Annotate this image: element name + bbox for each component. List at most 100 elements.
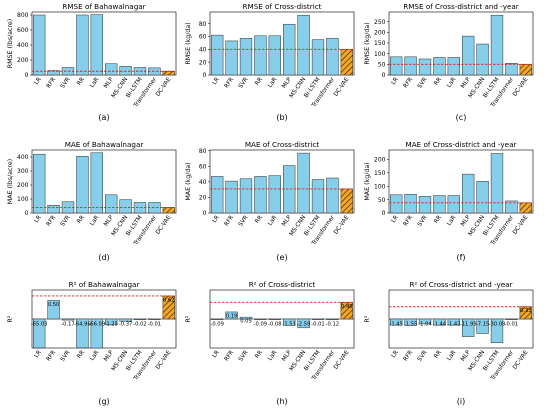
x-tick-label: RFR (46, 215, 57, 228)
bar-svr (239, 178, 253, 214)
bar-mlp (462, 173, 475, 214)
bar-transformer (326, 38, 339, 76)
x-tick-label: LR (212, 215, 221, 224)
y-tick-label: 250 (374, 19, 386, 26)
bar-value-label: -0.09 (254, 322, 267, 328)
y-axis-label: R² (7, 315, 14, 322)
bar-mlp (283, 23, 296, 76)
bar-ms-cnn (476, 43, 489, 76)
bar-ms-cnn (119, 318, 132, 322)
y-tick-label: 50 (378, 197, 386, 204)
panel-caption: (d) (98, 253, 109, 262)
bar-mlp (283, 165, 296, 214)
bar-rfr (47, 205, 60, 214)
bar-lar (268, 35, 281, 76)
x-tick-label: LaR (267, 350, 278, 362)
x-tick-label: RR (76, 215, 86, 225)
x-tick-label: DC-VAE (333, 76, 350, 97)
x-tick-label: MLP (460, 214, 472, 227)
panel-caption: (b) (276, 113, 287, 122)
bar-value-label: -30.08 (489, 322, 506, 328)
bar-rfr (47, 70, 60, 76)
bar-dc-vae (340, 188, 353, 214)
bar-value-label: -0.12 (326, 322, 339, 328)
bar-value-label: -0.37 (119, 322, 132, 328)
bar-bi-lstm (311, 39, 325, 76)
bar-lar (268, 175, 281, 214)
chart-panel-2: RMSE of Cross-district and -year RMSE (kg… (364, 2, 534, 122)
bar-rfr (404, 318, 417, 326)
x-tick-label: LR (212, 77, 221, 86)
bar-value-label: -65.03 (31, 322, 48, 328)
bar-value-label: -7.15 (476, 322, 489, 328)
bar-value-label: 0.62 (163, 297, 175, 303)
bar-value-label: 0.05 (240, 319, 252, 325)
panel-caption: (e) (276, 253, 287, 262)
x-tick-label: SVR (417, 77, 429, 90)
panel-caption: (c) (456, 113, 467, 122)
bar-value-label: -64.96 (74, 322, 91, 328)
bar-rr (433, 318, 446, 326)
bar-svr (239, 38, 253, 76)
x-tick-label: DC-VAE (512, 76, 529, 97)
y-tick-label: 200 (374, 157, 386, 164)
bar-lr (390, 56, 403, 76)
bar-value-label: -2.59 (297, 322, 310, 328)
panel-caption: (f) (456, 253, 465, 262)
x-tick-label: RFR (403, 215, 414, 228)
bar-svr (418, 318, 432, 325)
x-tick-label: LaR (267, 77, 278, 89)
chart-panel-7: R² of Cross-district R² -0.09 LR 0.19 RFR 0.05… (185, 280, 355, 406)
x-tick-label: SVR (60, 350, 72, 363)
bar-lar (447, 318, 460, 326)
x-tick-label: LaR (446, 215, 457, 227)
bar-bi-lstm (490, 153, 504, 214)
x-tick-label: MLP (460, 76, 472, 89)
bar-lr (211, 318, 224, 320)
bar-rr (254, 176, 267, 214)
bar-dc-vae (340, 49, 353, 76)
x-tick-label: SVR (238, 350, 250, 363)
x-tick-label: SVR (238, 77, 250, 90)
y-axis-label: MAE (lbs/acre) (7, 159, 14, 204)
bar-rr (76, 318, 89, 349)
plot-frame (31, 11, 177, 76)
bar-ms-cnn (476, 318, 489, 334)
bar-ms-cnn (476, 181, 489, 214)
bar-transformer (505, 200, 518, 214)
bar-lar (447, 57, 460, 76)
y-tick-label: 0 (382, 72, 386, 79)
bar-transformer (148, 318, 161, 320)
chart-title: R² of Cross-district (249, 280, 316, 289)
bar-rfr (225, 40, 238, 76)
chart-title: RMSE of Bahawalnagar (62, 2, 145, 11)
plot-frame (388, 149, 534, 214)
y-tick-label: 100 (374, 51, 386, 58)
y-tick-label: 400 (17, 154, 29, 161)
x-tick-label: RR (76, 350, 86, 360)
bar-value-label: -0.01 (311, 322, 324, 328)
x-tick-label: RFR (224, 350, 235, 363)
bar-lar (90, 152, 103, 214)
bar-value-label: 0.33 (520, 308, 532, 314)
bar-lar (90, 318, 103, 349)
bar-lar (268, 318, 281, 320)
y-tick-label: 80 (199, 148, 207, 155)
x-tick-label: RFR (46, 350, 57, 363)
bar-value-label: -0.01 (148, 322, 161, 328)
panel-caption: (a) (98, 113, 109, 122)
x-tick-label: LR (391, 77, 400, 86)
bar-value-label: -66.09 (88, 322, 105, 328)
x-tick-label: DC-VAE (512, 214, 529, 235)
bar-lr (390, 318, 403, 326)
chart-panel-3: MAE of Bahawalnagar MAE (lbs/acre) 0 100 200… (7, 140, 177, 262)
x-tick-label: RFR (403, 350, 414, 363)
bar-value-label: -1.42 (447, 322, 460, 328)
bar-value-label: -1.45 (389, 322, 402, 328)
y-tick-label: 50 (378, 62, 386, 69)
y-tick-label: 0 (203, 72, 207, 79)
chart-panel-5: MAE of Cross-district and -year MAE (kg/d… (364, 140, 534, 262)
x-tick-label: DC-VAE (155, 349, 172, 370)
bar-dc-vae (162, 207, 175, 214)
bar-mlp (105, 318, 118, 325)
